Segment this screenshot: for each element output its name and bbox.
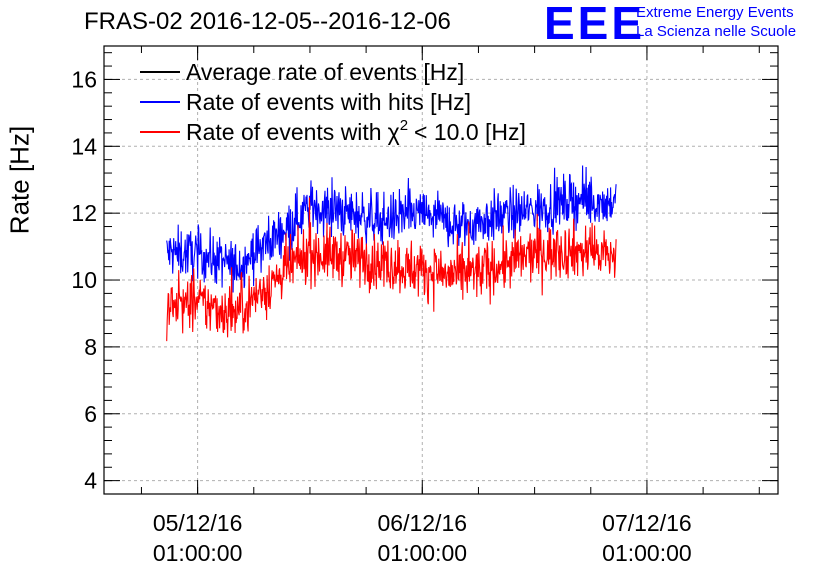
chart-title: FRAS-02 2016-12-05--2016-12-06 xyxy=(84,8,451,35)
legend-label-1: Rate of events with hits [Hz] xyxy=(186,89,471,115)
legend-chi-condition: < 10.0 [Hz] xyxy=(414,119,526,145)
y-tick-label-10: 10 xyxy=(71,267,97,293)
legend-chi-superscript: 2 xyxy=(400,117,408,134)
x-tick-label-date-2: 07/12/16 xyxy=(602,510,692,536)
x-tick-label-date-0: 05/12/16 xyxy=(153,510,243,536)
y-tick-label-12: 12 xyxy=(71,200,97,226)
y-axis-label-text: Rate [Hz] xyxy=(4,125,35,235)
org-line-2: La Scienza nelle Scuole xyxy=(636,23,797,40)
eee-org-text: Extreme Energy Events La Scienza nelle S… xyxy=(636,3,796,41)
x-tick-label-time-1: 01:00:00 xyxy=(378,540,468,566)
legend-chi-symbol: χ xyxy=(388,119,400,145)
legend-label-2: Rate of events with χ2 < 10.0 [Hz] xyxy=(186,117,526,145)
series-layer xyxy=(166,165,617,342)
x-tick-label-time-2: 01:00:00 xyxy=(602,540,692,566)
y-tick-label-4: 4 xyxy=(84,468,97,494)
y-tick-label-8: 8 xyxy=(84,334,97,360)
org-line-1: Extreme Energy Events xyxy=(636,4,794,21)
x-tick-label-time-0: 01:00:00 xyxy=(153,540,243,566)
legend: Average rate of events [Hz] Rate of event… xyxy=(140,59,526,145)
y-tick-label-16: 16 xyxy=(71,66,97,92)
series-line-2 xyxy=(166,197,617,342)
y-tick-label-6: 6 xyxy=(84,401,97,427)
series-line-1 xyxy=(166,165,617,293)
eee-logo: EEE xyxy=(544,0,646,49)
y-axis-label: Rate [Hz] xyxy=(2,126,38,234)
x-tick-label-date-1: 06/12/16 xyxy=(378,510,468,536)
plot-frame xyxy=(103,45,779,495)
axes: 4 6 8 10 12 14 16 05/12/16 01:00:00 06/12/16 01:00… xyxy=(71,45,779,566)
grid-lines xyxy=(104,46,778,494)
y-tick-label-14: 14 xyxy=(71,133,97,159)
legend-label-0: Average rate of events [Hz] xyxy=(186,59,464,85)
